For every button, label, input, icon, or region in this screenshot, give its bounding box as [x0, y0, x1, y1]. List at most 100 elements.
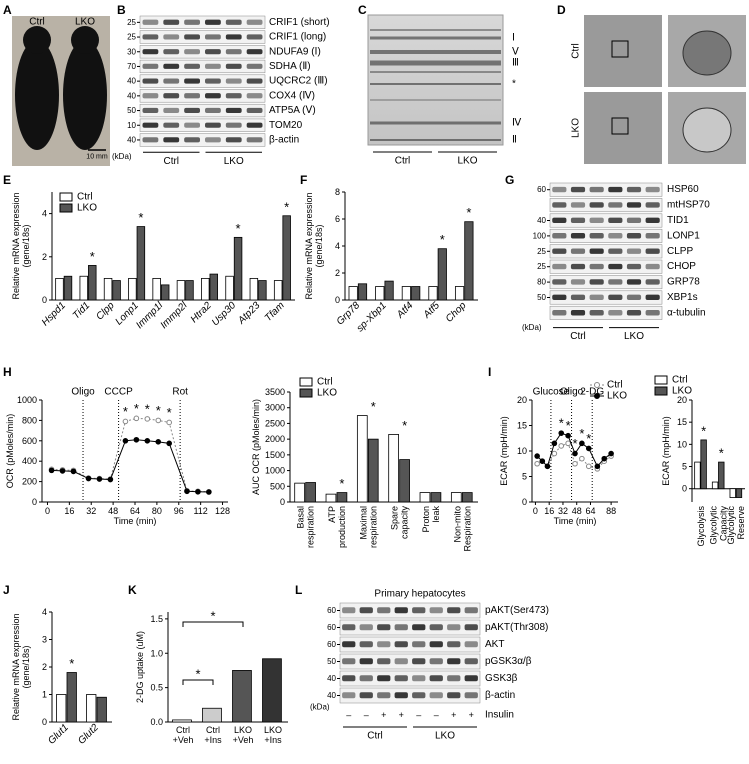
blot-band — [447, 692, 461, 699]
blot-band — [645, 248, 660, 254]
x-tick-label: +Ins — [204, 735, 222, 745]
x-tick-label: 32 — [86, 506, 96, 516]
data-point — [184, 488, 190, 495]
blot-strip — [549, 259, 663, 274]
data-point — [48, 467, 55, 474]
mitochondrion — [682, 30, 732, 76]
blot-strip — [139, 118, 266, 132]
y-tick-label: 20 — [677, 395, 687, 405]
group-label: Ctrl — [570, 331, 586, 342]
blot-band — [608, 217, 623, 224]
blot-band — [359, 692, 373, 699]
blot-band — [163, 63, 180, 69]
bar — [356, 415, 368, 503]
blot-band — [589, 310, 604, 316]
y-axis-label: ECAR (mpH/min) — [499, 416, 509, 486]
group-label: LKO — [224, 156, 244, 167]
x-tick-label: 112 — [193, 506, 207, 516]
blot-band — [447, 624, 461, 631]
x-tick-label: respiration — [368, 506, 378, 548]
blot-band — [552, 202, 567, 208]
data-point — [155, 417, 162, 424]
blot-band — [377, 675, 391, 682]
bar — [152, 277, 161, 301]
blot-band — [142, 93, 159, 99]
bar — [464, 221, 474, 301]
data-point — [107, 476, 114, 483]
y-tick-label: 1000 — [17, 395, 37, 405]
x-tick-label: production — [337, 506, 347, 548]
significance-star: * — [466, 205, 471, 220]
blot-band — [608, 186, 623, 193]
x-tick-label: Ctrl — [206, 725, 220, 735]
blot-band — [184, 122, 200, 128]
group-label: LKO — [457, 156, 477, 167]
blot-band — [163, 107, 180, 114]
em-image — [584, 92, 662, 164]
significance-star: * — [210, 609, 215, 624]
blot-band — [225, 34, 242, 40]
bar — [185, 280, 194, 301]
bar — [325, 493, 337, 503]
y-tick-label: 0 — [682, 484, 687, 494]
blot-band — [608, 202, 623, 208]
gel-label: Ⅱ — [512, 135, 517, 146]
y-axis-label: AUC OCR (pMoles/min) — [251, 399, 261, 495]
x-tick-label: Ctrl — [176, 725, 190, 735]
blot-label: AKT — [485, 639, 504, 650]
blot-band — [225, 122, 242, 128]
blot-band — [608, 294, 623, 301]
y-tick-label: 2000 — [265, 434, 285, 444]
blot-band — [184, 93, 200, 99]
bar — [112, 280, 121, 301]
blot-band — [447, 675, 461, 682]
data-point — [534, 460, 540, 467]
x-tick-label: Proton — [421, 506, 431, 533]
blot-band — [447, 658, 461, 665]
bar — [258, 280, 267, 301]
mw-label: 40 — [537, 216, 546, 225]
mw-label: 25 — [127, 18, 136, 27]
bar — [411, 286, 421, 301]
blot-band — [570, 263, 586, 270]
panel-letter: E — [3, 173, 11, 187]
blot-band — [429, 675, 443, 682]
mw-label: 10 — [127, 121, 136, 130]
bar — [294, 482, 305, 503]
y-tick-label: 3000 — [265, 403, 285, 413]
group-label: Ctrl — [395, 156, 411, 167]
blot-label: COX4 (Ⅳ) — [269, 90, 315, 101]
gel — [367, 14, 504, 146]
y-axis-label: Relative mRNA expression — [304, 192, 314, 299]
legend-swatch — [654, 375, 668, 385]
blot-band — [342, 675, 356, 682]
blot-band — [570, 279, 586, 285]
legend-swatch — [59, 192, 73, 202]
data-point — [85, 475, 92, 482]
comparison-bracket — [182, 679, 214, 685]
treatment-sign: + — [399, 710, 404, 720]
bar — [430, 492, 442, 503]
legend-swatch — [299, 388, 313, 398]
mw-label: 25 — [537, 262, 546, 271]
unit-label: (kDa) — [310, 703, 330, 712]
blot-band — [464, 675, 478, 682]
bar — [282, 215, 291, 301]
blot-band — [570, 186, 586, 193]
group-label: LKO — [624, 331, 644, 342]
injection-label: CCCP — [104, 387, 133, 398]
data-point — [565, 440, 571, 447]
y-tick-label: 600 — [22, 436, 37, 446]
blot-band — [142, 107, 159, 114]
blot-band — [570, 217, 586, 224]
blot-band — [377, 624, 391, 631]
significance-star: * — [402, 418, 407, 433]
scale-label: 10 mm — [86, 154, 108, 161]
data-point — [544, 463, 551, 470]
blot-band — [163, 122, 180, 128]
blot-band — [377, 607, 391, 614]
legend-swatch — [59, 203, 73, 213]
blot-band — [225, 137, 242, 143]
x-tick-label: Atf4 — [394, 300, 415, 321]
